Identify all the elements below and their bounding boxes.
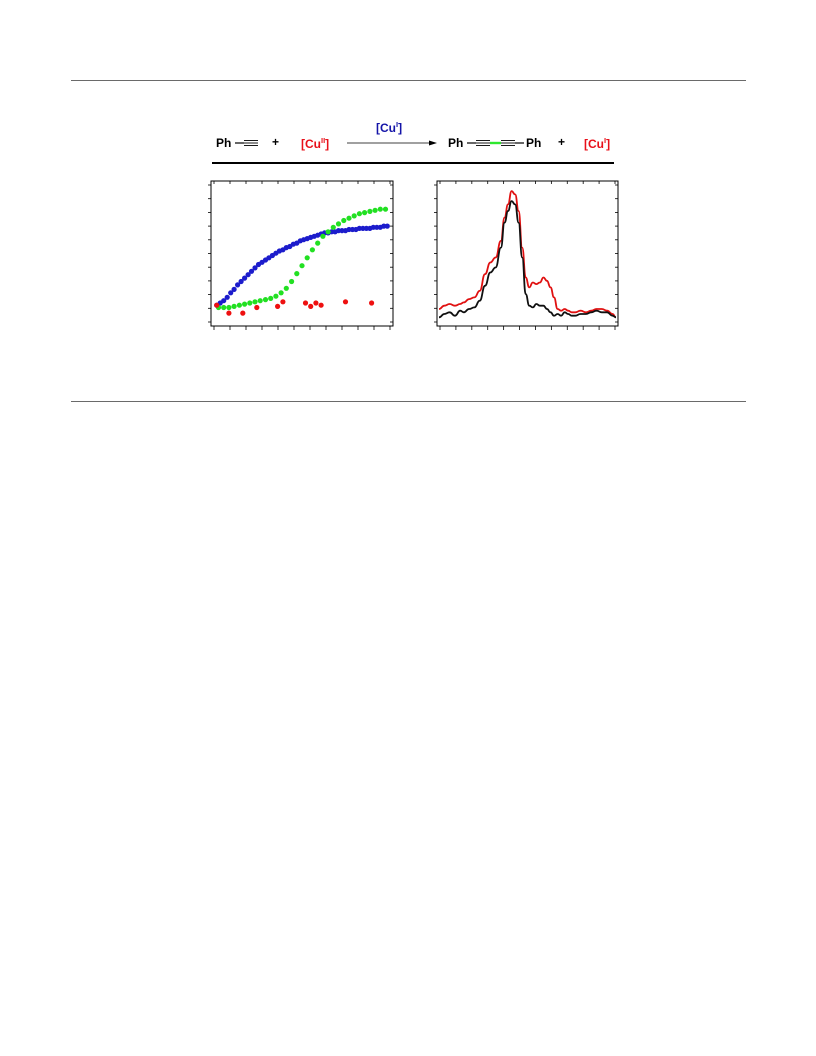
scatter-point-series-0 xyxy=(235,282,241,288)
scatter-point-series-1 xyxy=(315,240,321,246)
right-plot-frame xyxy=(436,180,619,327)
reactant-ph-label: Ph xyxy=(216,136,231,150)
reaction-arrowhead xyxy=(429,140,437,146)
plus-sign-2: + xyxy=(558,135,565,149)
figure: Ph + [CuII] [CuI] Ph xyxy=(0,0,816,420)
scatter-point-series-1 xyxy=(226,304,232,311)
scatter-point-series-2 xyxy=(280,299,286,305)
scatter-point-series-0 xyxy=(245,272,251,278)
scatter-point-series-2 xyxy=(214,302,220,308)
scatter-point-series-2 xyxy=(369,300,375,306)
byproduct-base: [Cu xyxy=(584,137,604,151)
scatter-point-series-1 xyxy=(377,206,383,212)
scatter-point-series-1 xyxy=(262,297,269,303)
scatter-point-series-1 xyxy=(351,213,357,219)
scatter-point-series-2 xyxy=(240,310,246,316)
scatter-point-series-1 xyxy=(325,229,331,235)
product-right-triple-bond xyxy=(501,140,515,146)
byproduct-label: [CuI] xyxy=(584,136,610,151)
scatter-point-series-0 xyxy=(248,268,255,274)
scatter-point-series-0 xyxy=(238,278,244,285)
scatter-point-series-1 xyxy=(304,255,310,261)
oxidant-superscript: II xyxy=(321,136,325,145)
scatter-point-series-2 xyxy=(342,299,349,305)
top-rule xyxy=(71,80,746,81)
scatter-point-series-1 xyxy=(294,271,300,277)
oxidant-label: [CuII] xyxy=(301,136,329,151)
kinetics-scatter-chart xyxy=(208,180,394,330)
scatter-point-series-1 xyxy=(257,298,263,304)
scatter-point-series-1 xyxy=(242,301,248,307)
scatter-point-series-1 xyxy=(356,211,362,217)
spectrum-line-series-0 xyxy=(438,190,617,319)
scatter-point-series-1 xyxy=(299,263,305,269)
product-left-triple-bond xyxy=(476,140,490,146)
scatter-point-series-1 xyxy=(367,208,373,214)
scatter-point-series-2 xyxy=(226,310,232,316)
scatter-point-series-1 xyxy=(335,221,342,227)
scatter-point-series-0 xyxy=(231,286,237,292)
scatter-point-series-2 xyxy=(302,300,309,306)
scatter-point-series-1 xyxy=(330,224,336,230)
byproduct-close: ] xyxy=(606,137,610,151)
product-ph-right: Ph xyxy=(526,136,541,150)
catalyst-base: [Cu xyxy=(376,121,396,135)
spectrum-line-series-1 xyxy=(438,200,617,319)
scatter-point-series-1 xyxy=(231,303,237,309)
scatter-point-series-2 xyxy=(313,300,319,306)
catalyst-superscript: I xyxy=(396,120,398,129)
scatter-point-series-2 xyxy=(308,303,314,309)
scatter-point-series-1 xyxy=(273,293,279,299)
scatter-point-series-1 xyxy=(362,210,368,216)
scatter-point-series-1 xyxy=(247,300,253,306)
scatter-point-series-1 xyxy=(221,304,227,311)
scatter-point-series-0 xyxy=(224,294,230,300)
scatter-point-series-1 xyxy=(278,290,284,296)
scatter-point-series-0 xyxy=(252,265,258,271)
scatter-point-series-1 xyxy=(289,278,295,285)
scatter-point-series-1 xyxy=(252,299,258,305)
scatter-point-series-1 xyxy=(268,295,274,301)
scatter-point-series-1 xyxy=(283,285,289,291)
spectrum-line-chart xyxy=(434,180,619,330)
scatter-point-series-2 xyxy=(275,303,281,309)
scatter-point-series-0 xyxy=(242,275,248,281)
scatter-point-series-0 xyxy=(384,223,390,229)
scatter-point-series-1 xyxy=(346,215,352,221)
bottom-rule xyxy=(71,401,746,402)
catalyst-label: [CuI] xyxy=(376,120,402,135)
scatter-point-series-1 xyxy=(341,217,347,224)
reaction-scheme: Ph + [CuII] [CuI] Ph xyxy=(212,120,614,164)
scatter-point-series-1 xyxy=(236,302,242,308)
byproduct-superscript: I xyxy=(604,136,606,145)
scatter-point-series-2 xyxy=(318,302,324,308)
scatter-point-series-1 xyxy=(382,206,389,212)
scatter-point-series-2 xyxy=(254,304,260,311)
oxidant-close: ] xyxy=(325,137,329,151)
scatter-point-series-1 xyxy=(372,207,378,213)
scatter-point-series-1 xyxy=(320,233,326,239)
scatter-point-series-0 xyxy=(228,290,234,296)
plus-sign: + xyxy=(272,135,279,149)
reactant-triple-bond xyxy=(244,140,258,146)
product-ph-left: Ph xyxy=(448,136,463,150)
scatter-point-series-1 xyxy=(309,247,315,253)
figure-graphic: Ph + [CuII] [CuI] Ph xyxy=(208,120,619,330)
catalyst-close: ] xyxy=(398,121,402,135)
scatter-point-series-0 xyxy=(221,298,227,304)
oxidant-base: [Cu xyxy=(301,137,321,151)
